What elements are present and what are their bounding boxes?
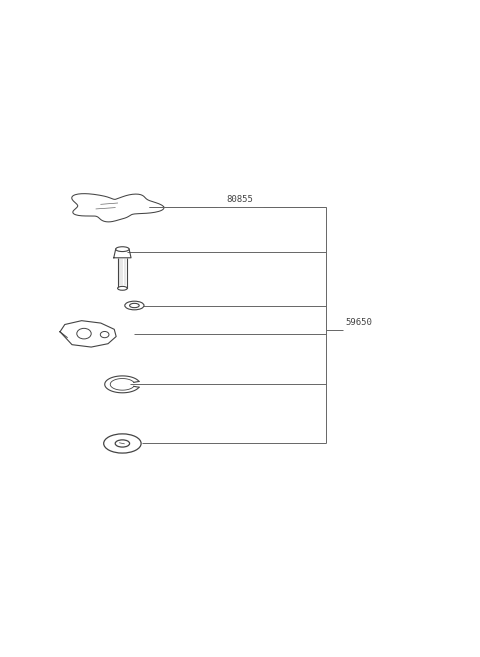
Ellipse shape [104,434,141,453]
Polygon shape [114,249,131,258]
Ellipse shape [115,440,130,447]
Ellipse shape [100,332,109,338]
Ellipse shape [77,328,91,339]
Ellipse shape [118,286,127,290]
Text: 80855: 80855 [227,195,253,204]
Ellipse shape [116,247,129,252]
Ellipse shape [125,301,144,310]
Polygon shape [60,321,116,347]
Text: 59650: 59650 [346,318,372,327]
Ellipse shape [130,304,139,307]
